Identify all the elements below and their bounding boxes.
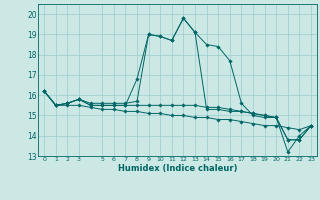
X-axis label: Humidex (Indice chaleur): Humidex (Indice chaleur) <box>118 164 237 173</box>
